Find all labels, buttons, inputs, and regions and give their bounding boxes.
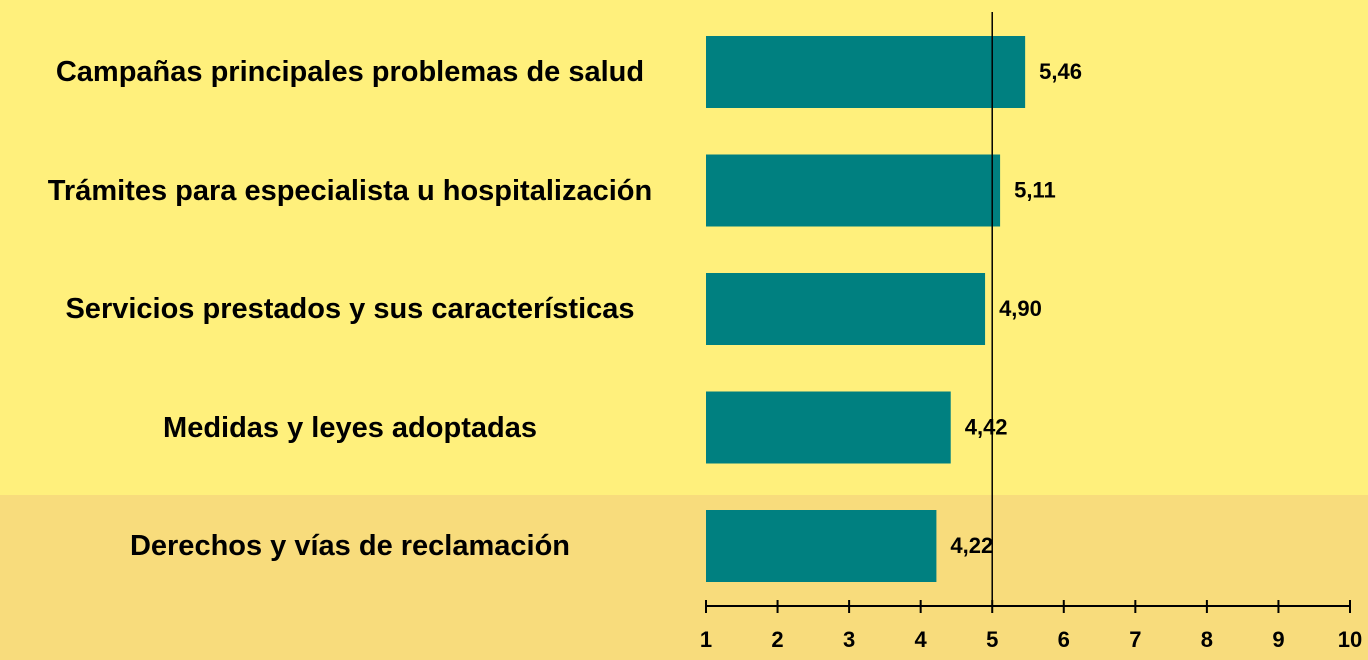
value-label: 4,42 bbox=[965, 414, 1008, 439]
background-band bbox=[0, 495, 1368, 660]
bar bbox=[706, 273, 986, 345]
category-label: Medidas y leyes adoptadas bbox=[163, 411, 537, 444]
category-label: Derechos y vías de reclamación bbox=[129, 530, 571, 562]
category-label: Trámites para especialista u hospitaliza… bbox=[47, 174, 653, 207]
x-tick-label: 4 bbox=[915, 627, 928, 652]
x-tick-label: 7 bbox=[1129, 627, 1141, 652]
x-tick-label: 1 bbox=[700, 627, 712, 652]
value-label: 4,22 bbox=[950, 533, 993, 558]
x-tick-label: 10 bbox=[1338, 627, 1362, 652]
value-label: 5,11 bbox=[1014, 177, 1056, 202]
bar bbox=[706, 36, 1026, 108]
category-label: Campañas principales problemas de salud bbox=[55, 56, 645, 88]
value-label: 5,46 bbox=[1039, 59, 1082, 84]
x-tick-label: 2 bbox=[771, 627, 783, 652]
bar bbox=[706, 391, 951, 464]
bar bbox=[706, 154, 1001, 227]
x-tick-label: 6 bbox=[1058, 627, 1070, 652]
bar bbox=[706, 510, 937, 582]
x-tick-label: 8 bbox=[1201, 627, 1213, 652]
value-label: 4,90 bbox=[999, 296, 1042, 321]
x-tick-label: 5 bbox=[986, 627, 998, 652]
category-label: Servicios prestados y sus característica… bbox=[65, 293, 635, 325]
x-tick-label: 9 bbox=[1272, 627, 1284, 652]
x-tick-label: 3 bbox=[843, 627, 855, 652]
